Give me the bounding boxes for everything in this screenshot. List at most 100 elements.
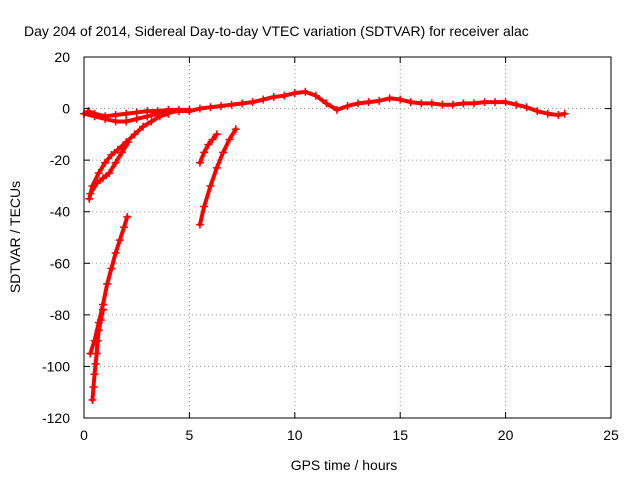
data-point bbox=[98, 174, 107, 183]
data-point bbox=[123, 212, 132, 221]
data-point bbox=[533, 107, 542, 116]
data-point bbox=[147, 117, 156, 126]
data-point bbox=[208, 135, 217, 144]
data-point bbox=[427, 99, 436, 108]
data-point bbox=[332, 105, 341, 114]
data-point bbox=[195, 158, 204, 167]
data-point bbox=[90, 109, 99, 118]
data-point bbox=[554, 111, 563, 120]
y-tick-label: -120 bbox=[42, 410, 70, 426]
data-point bbox=[111, 158, 120, 167]
data-point bbox=[195, 220, 204, 229]
data-point bbox=[406, 98, 415, 107]
x-tick-label: 5 bbox=[186, 427, 194, 443]
data-point bbox=[89, 383, 98, 392]
data-point bbox=[225, 135, 234, 144]
grid bbox=[84, 57, 611, 418]
plot-frame bbox=[83, 56, 612, 419]
data-point bbox=[143, 107, 152, 116]
data-point bbox=[343, 101, 352, 110]
data-point bbox=[139, 122, 148, 131]
data-point bbox=[122, 109, 131, 118]
series-arc-early-2 bbox=[86, 138, 133, 198]
data-point bbox=[111, 111, 120, 120]
series-upper-band bbox=[84, 105, 194, 121]
data-point bbox=[311, 91, 320, 100]
data-point bbox=[98, 305, 107, 314]
data-point bbox=[91, 359, 100, 368]
data-point bbox=[301, 87, 310, 96]
data-point bbox=[195, 104, 204, 113]
data-point bbox=[560, 109, 569, 118]
data-point bbox=[227, 100, 236, 109]
y-tick-label: -20 bbox=[50, 152, 70, 168]
data-point bbox=[206, 181, 215, 190]
data-point bbox=[259, 95, 268, 104]
data-point bbox=[101, 112, 110, 121]
chart-title: Day 204 of 2014, Sidereal Day-to-day VTE… bbox=[24, 23, 529, 39]
data-point bbox=[469, 99, 478, 108]
x-tick-label: 0 bbox=[80, 427, 88, 443]
data-point bbox=[231, 125, 240, 134]
data-point bbox=[164, 109, 173, 118]
data-point bbox=[130, 130, 139, 139]
x-tick-label: 10 bbox=[287, 427, 303, 443]
data-point bbox=[122, 117, 131, 126]
data-point bbox=[417, 99, 426, 108]
data-point bbox=[396, 95, 405, 104]
data-point bbox=[107, 264, 116, 273]
data-point bbox=[94, 169, 103, 178]
data-point bbox=[364, 98, 373, 107]
y-tick-label: -100 bbox=[42, 358, 70, 374]
data-point bbox=[120, 223, 129, 232]
data-point bbox=[269, 92, 278, 101]
data-point bbox=[92, 179, 101, 188]
data-point bbox=[85, 194, 94, 203]
data-point bbox=[480, 98, 489, 107]
series-arc-mid-1 bbox=[195, 125, 240, 229]
data-point bbox=[543, 109, 552, 118]
series-arc-steep-1 bbox=[86, 212, 132, 358]
data-point bbox=[174, 105, 183, 114]
axis-ticks: 0 5 10 15 20 25 -120 -100 -80 -60 -40 -20 0 20 bbox=[42, 49, 619, 443]
data-point bbox=[155, 112, 164, 121]
y-tick-label: -40 bbox=[50, 204, 70, 220]
series-line-arc-steep-1 bbox=[88, 214, 130, 356]
data-point bbox=[217, 101, 226, 110]
y-tick-label: -60 bbox=[50, 255, 70, 271]
data-point bbox=[200, 148, 209, 157]
series-arc-mid-2 bbox=[195, 130, 221, 167]
series-arc-early-1 bbox=[85, 109, 173, 203]
data-point bbox=[204, 140, 213, 149]
data-point bbox=[200, 202, 209, 211]
data-point bbox=[322, 99, 331, 108]
data-point bbox=[459, 99, 468, 108]
data-point bbox=[113, 145, 122, 154]
data-point bbox=[115, 236, 124, 245]
x-tick-label: 15 bbox=[392, 427, 408, 443]
x-tick-label: 20 bbox=[498, 427, 514, 443]
y-tick-label: 20 bbox=[54, 49, 70, 65]
data-point bbox=[290, 89, 299, 98]
data-point bbox=[117, 148, 126, 157]
data-point bbox=[448, 100, 457, 109]
series-line-arc-early-1 bbox=[87, 111, 171, 201]
data-point bbox=[212, 163, 221, 172]
data-point bbox=[86, 189, 95, 198]
data-point bbox=[92, 349, 101, 358]
data-point bbox=[90, 370, 99, 379]
data-point bbox=[185, 105, 194, 114]
data-point bbox=[111, 248, 120, 257]
data-point bbox=[103, 279, 112, 288]
data-point bbox=[101, 158, 110, 167]
y-tick-label: -80 bbox=[50, 307, 70, 323]
data-point bbox=[522, 103, 531, 112]
data-point bbox=[153, 107, 162, 116]
data-point bbox=[107, 150, 116, 159]
y-axis-label: SDTVAR / TECUs bbox=[7, 181, 23, 293]
data-point bbox=[491, 98, 500, 107]
data-point bbox=[354, 99, 363, 108]
data-point bbox=[105, 169, 114, 178]
data-point bbox=[206, 103, 215, 112]
data-point bbox=[280, 91, 289, 100]
